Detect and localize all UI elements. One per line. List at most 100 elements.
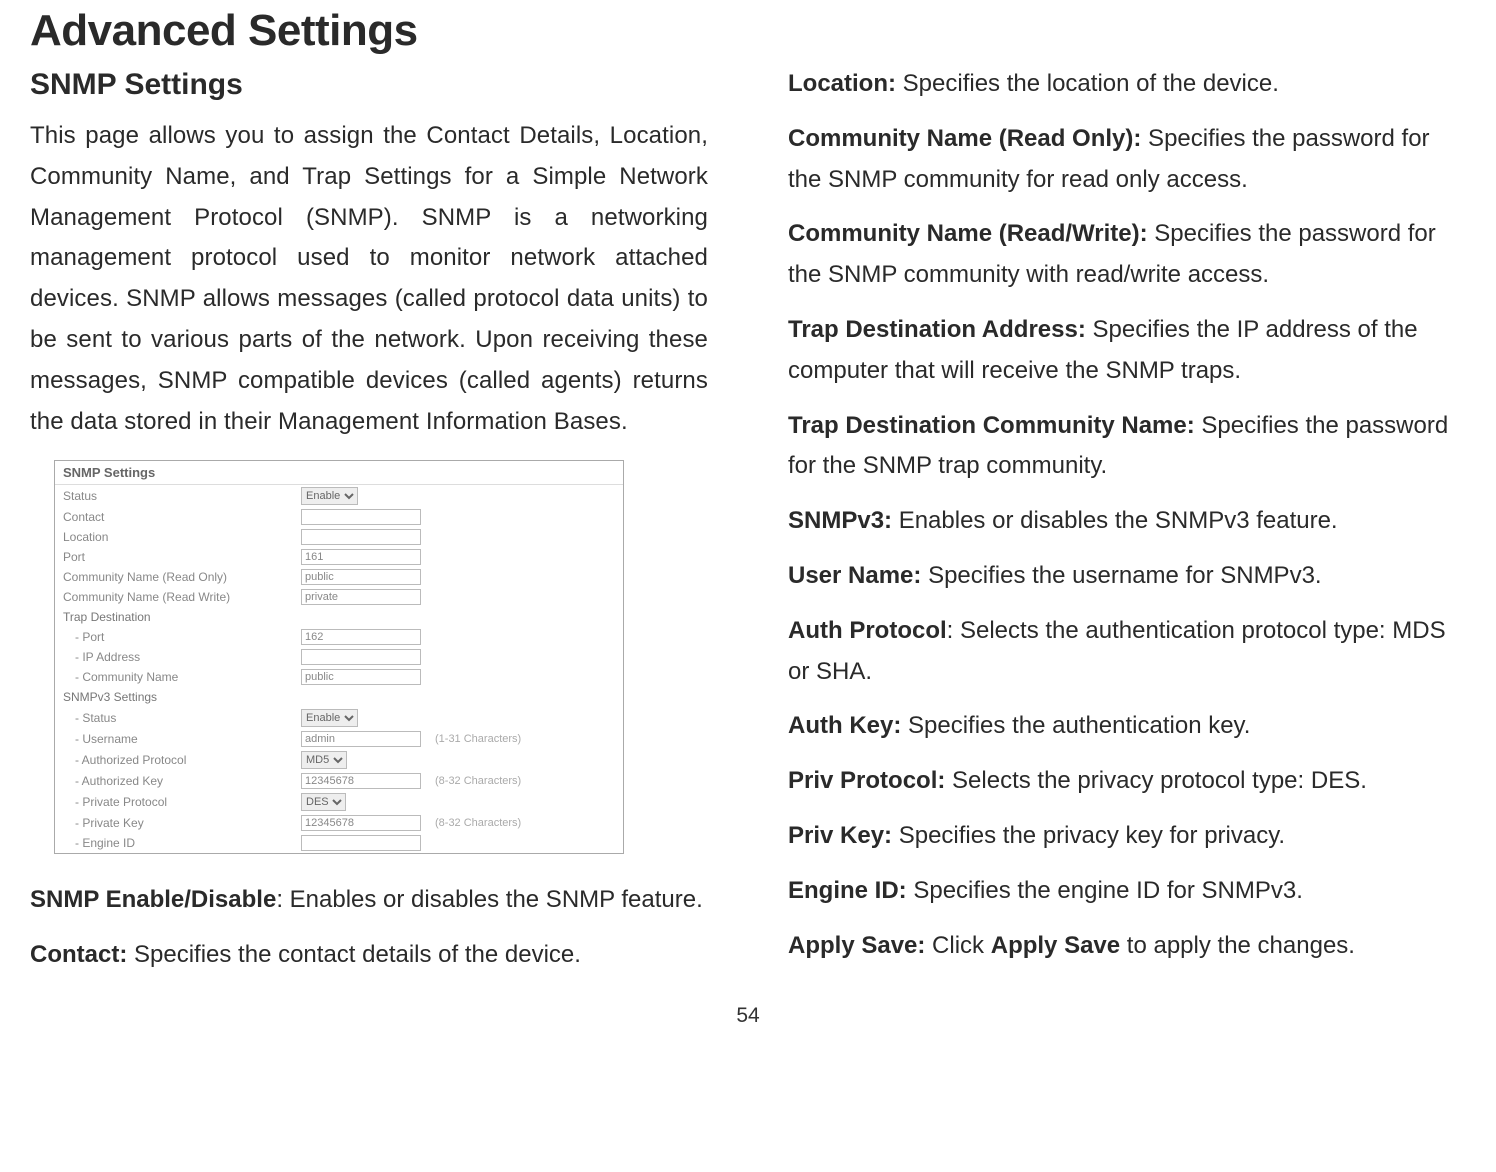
def-snmpv3: SNMPv3: Enables or disables the SNMPv3 f…: [788, 501, 1466, 542]
def-comm-rw-label: Community Name (Read/Write):: [788, 220, 1148, 247]
def-priv-key-label: Priv Key:: [788, 822, 892, 849]
def-comm-ro: Community Name (Read Only): Specifies th…: [788, 119, 1466, 201]
hint-v3-auth-key: (8-32 Characters): [435, 775, 521, 787]
row-trap-ip: - IP Address: [55, 647, 623, 667]
hint-v3-priv-key: (8-32 Characters): [435, 817, 521, 829]
label-comm-ro: Community Name (Read Only): [63, 570, 293, 584]
input-trap-comm[interactable]: [301, 669, 421, 685]
label-contact: Contact: [63, 510, 293, 524]
label-v3-priv-key: - Private Key: [63, 816, 293, 830]
row-comm-ro: Community Name (Read Only): [55, 567, 623, 587]
label-v3-priv-proto: - Private Protocol: [63, 795, 293, 809]
input-trap-port[interactable]: [301, 629, 421, 645]
input-port[interactable]: [301, 549, 421, 565]
def-snmp-enable-text: : Enables or disables the SNMP feature.: [276, 886, 702, 913]
def-snmp-enable: SNMP Enable/Disable: Enables or disables…: [30, 880, 708, 921]
intro-paragraph: This page allows you to assign the Conta…: [30, 116, 708, 442]
select-v3-status[interactable]: Enable: [301, 709, 358, 727]
row-comm-rw: Community Name (Read Write): [55, 587, 623, 607]
screenshot-title: SNMP Settings: [55, 461, 623, 485]
row-trap-port: - Port: [55, 627, 623, 647]
row-location: Location: [55, 527, 623, 547]
input-contact[interactable]: [301, 509, 421, 525]
row-v3-priv-key: - Private Key (8-32 Characters): [55, 813, 623, 833]
def-trap-comm: Trap Destination Community Name: Specifi…: [788, 406, 1466, 488]
snmp-settings-screenshot: SNMP Settings Status Enable Contact Loca…: [54, 460, 624, 854]
hint-v3-user: (1-31 Characters): [435, 733, 521, 745]
input-trap-ip[interactable]: [301, 649, 421, 665]
section-snmpv3: SNMPv3 Settings: [55, 687, 623, 707]
def-snmpv3-text: Enables or disables the SNMPv3 feature.: [892, 507, 1338, 534]
label-v3-user: - Username: [63, 732, 293, 746]
label-v3-auth-proto: - Authorized Protocol: [63, 753, 293, 767]
def-contact-label: Contact:: [30, 941, 127, 968]
def-trap-comm-label: Trap Destination Community Name:: [788, 412, 1195, 439]
input-v3-priv-key[interactable]: [301, 815, 421, 831]
row-trap-comm: - Community Name: [55, 667, 623, 687]
def-snmpv3-label: SNMPv3:: [788, 507, 892, 534]
def-trap-addr: Trap Destination Address: Specifies the …: [788, 310, 1466, 392]
def-apply-save-bold: Apply Save: [991, 932, 1120, 959]
def-engine-id-label: Engine ID:: [788, 877, 907, 904]
def-auth-proto-label: Auth Protocol: [788, 617, 947, 644]
input-comm-ro[interactable]: [301, 569, 421, 585]
def-engine-id: Engine ID: Specifies the engine ID for S…: [788, 871, 1466, 912]
input-comm-rw[interactable]: [301, 589, 421, 605]
def-location: Location: Specifies the location of the …: [788, 64, 1466, 105]
row-v3-engine: - Engine ID: [55, 833, 623, 853]
section-trap-destination: Trap Destination: [55, 607, 623, 627]
label-comm-rw: Community Name (Read Write): [63, 590, 293, 604]
page-number: 54: [30, 1004, 1466, 1028]
left-column: SNMP Settings This page allows you to as…: [30, 64, 708, 990]
def-engine-id-text: Specifies the engine ID for SNMPv3.: [907, 877, 1303, 904]
input-v3-engine[interactable]: [301, 835, 421, 851]
def-location-label: Location:: [788, 70, 896, 97]
def-trap-addr-label: Trap Destination Address:: [788, 316, 1086, 343]
row-status: Status Enable: [55, 485, 623, 507]
input-v3-user[interactable]: [301, 731, 421, 747]
def-priv-proto-text: Selects the privacy protocol type: DES.: [945, 767, 1367, 794]
def-auth-key-label: Auth Key:: [788, 712, 901, 739]
def-apply-save-label: Apply Save:: [788, 932, 925, 959]
document-page: Advanced Settings SNMP Settings This pag…: [0, 6, 1496, 1048]
def-contact-text: Specifies the contact details of the dev…: [127, 941, 581, 968]
row-v3-user: - Username (1-31 Characters): [55, 729, 623, 749]
select-v3-auth-proto[interactable]: MD5: [301, 751, 347, 769]
def-comm-rw: Community Name (Read/Write): Specifies t…: [788, 214, 1466, 296]
row-contact: Contact: [55, 507, 623, 527]
def-auth-key: Auth Key: Specifies the authentication k…: [788, 706, 1466, 747]
def-username-text: Specifies the username for SNMPv3.: [921, 562, 1321, 589]
label-port: Port: [63, 550, 293, 564]
input-location[interactable]: [301, 529, 421, 545]
def-apply-save-text-b: to apply the changes.: [1120, 932, 1355, 959]
def-username: User Name: Specifies the username for SN…: [788, 556, 1466, 597]
two-column-layout: SNMP Settings This page allows you to as…: [30, 64, 1466, 990]
row-v3-auth-key: - Authorized Key (8-32 Characters): [55, 771, 623, 791]
label-location: Location: [63, 530, 293, 544]
page-title: Advanced Settings: [30, 6, 1466, 56]
select-status[interactable]: Enable: [301, 487, 358, 505]
label-v3-engine: - Engine ID: [63, 836, 293, 850]
section-heading-snmp: SNMP Settings: [30, 68, 708, 102]
row-v3-priv-proto: - Private Protocol DES: [55, 791, 623, 813]
label-status: Status: [63, 489, 293, 503]
row-v3-auth-proto: - Authorized Protocol MD5: [55, 749, 623, 771]
right-column: Location: Specifies the location of the …: [788, 64, 1466, 990]
input-v3-auth-key[interactable]: [301, 773, 421, 789]
row-v3-status: - Status Enable: [55, 707, 623, 729]
def-auth-proto: Auth Protocol: Selects the authenticatio…: [788, 611, 1466, 693]
def-apply-save-text-a: Click: [925, 932, 990, 959]
def-priv-key-text: Specifies the privacy key for privacy.: [892, 822, 1285, 849]
label-v3-auth-key: - Authorized Key: [63, 774, 293, 788]
select-v3-priv-proto[interactable]: DES: [301, 793, 346, 811]
def-priv-key: Priv Key: Specifies the privacy key for …: [788, 816, 1466, 857]
label-v3-status: - Status: [63, 711, 293, 725]
def-auth-key-text: Specifies the authentication key.: [901, 712, 1250, 739]
label-trap-port: - Port: [63, 630, 293, 644]
def-priv-proto: Priv Protocol: Selects the privacy proto…: [788, 761, 1466, 802]
row-port: Port: [55, 547, 623, 567]
def-snmp-enable-label: SNMP Enable/Disable: [30, 886, 276, 913]
def-priv-proto-label: Priv Protocol:: [788, 767, 945, 794]
def-apply-save: Apply Save: Click Apply Save to apply th…: [788, 926, 1466, 967]
def-contact: Contact: Specifies the contact details o…: [30, 935, 708, 976]
